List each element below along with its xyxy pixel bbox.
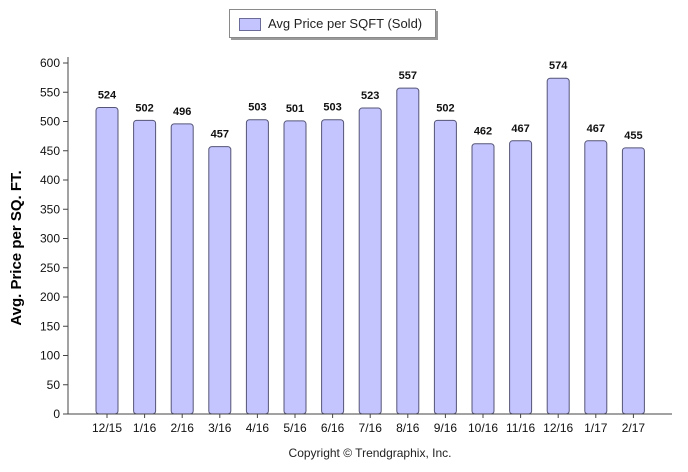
bar: [471, 143, 495, 415]
x-tick-label: 7/16: [359, 421, 383, 435]
x-tick-label: 1/16: [133, 421, 157, 435]
bar: [133, 119, 157, 415]
axes-layer: 12/15 1/16 2/16 3/16 4/16 5/16 6/16 7/16 8/16 9/1…: [40, 56, 672, 435]
bar: [433, 119, 457, 415]
y-tick-label: 200: [40, 290, 60, 304]
data-label: 503: [248, 102, 266, 114]
bar: [396, 87, 420, 415]
bar: [95, 106, 119, 415]
data-label: 455: [624, 130, 642, 142]
data-label: 462: [474, 126, 492, 138]
data-label: 523: [361, 90, 379, 102]
y-tick-label: 250: [40, 261, 60, 275]
x-tick-label: 3/16: [208, 421, 232, 435]
bar: [208, 146, 232, 415]
value-labels-layer: 524 502 496 457 503 501 503 523 557 502 462 467 574 4…: [98, 60, 643, 142]
bar: [621, 147, 645, 415]
y-tick-label: 300: [40, 232, 60, 246]
y-tick-label: 50: [47, 378, 61, 392]
copyright-text: Copyright © Trendgraphix, Inc.: [288, 446, 452, 460]
x-tick-label: 12/16: [543, 421, 573, 435]
y-tick-label: 350: [40, 202, 60, 216]
data-label: 574: [549, 60, 568, 72]
x-tick-label: 12/15: [92, 421, 122, 435]
legend-swatch: [239, 18, 261, 31]
legend: Avg Price per SQFT (Sold): [229, 9, 436, 38]
x-tick-label: 2/16: [171, 421, 195, 435]
y-tick-label: 100: [40, 349, 60, 363]
x-tick-label: 1/17: [584, 421, 608, 435]
y-tick-label: 400: [40, 173, 60, 187]
x-tick-label: 5/16: [283, 421, 307, 435]
y-tick-label: 450: [40, 144, 60, 158]
x-tick-label: 11/16: [506, 421, 535, 435]
data-label: 502: [135, 102, 153, 114]
bar: [283, 120, 307, 415]
bar: [584, 140, 608, 415]
x-tick-label: 10/16: [468, 421, 498, 435]
data-label: 524: [98, 89, 117, 101]
data-label: 501: [286, 103, 304, 115]
bar: [509, 140, 533, 415]
bar: [358, 107, 382, 415]
bar: [546, 77, 570, 415]
data-label: 496: [173, 106, 191, 118]
x-tick-label: 4/16: [246, 421, 270, 435]
data-label: 503: [323, 102, 341, 114]
y-tick-label: 550: [40, 85, 60, 99]
legend-label: Avg Price per SQFT (Sold): [268, 16, 423, 31]
x-tick-label: 8/16: [396, 421, 420, 435]
y-tick-label: 500: [40, 115, 60, 129]
x-tick-label: 2/17: [622, 421, 646, 435]
data-label: 457: [211, 129, 229, 141]
y-axis-label: Avg. Price per SQ. FT.: [8, 170, 25, 325]
bar: [170, 123, 194, 415]
y-tick-label: 600: [40, 56, 60, 70]
y-tick-label: 150: [40, 319, 60, 333]
data-label: 467: [587, 123, 605, 135]
bars-layer: [95, 77, 645, 415]
x-tick-label: 6/16: [321, 421, 345, 435]
y-tick-label: 0: [53, 407, 60, 421]
bar: [245, 119, 269, 415]
data-label: 467: [511, 123, 529, 135]
x-tick-label: 9/16: [434, 421, 458, 435]
data-label: 502: [436, 102, 454, 114]
data-label: 557: [399, 70, 417, 82]
bar: [321, 119, 345, 415]
